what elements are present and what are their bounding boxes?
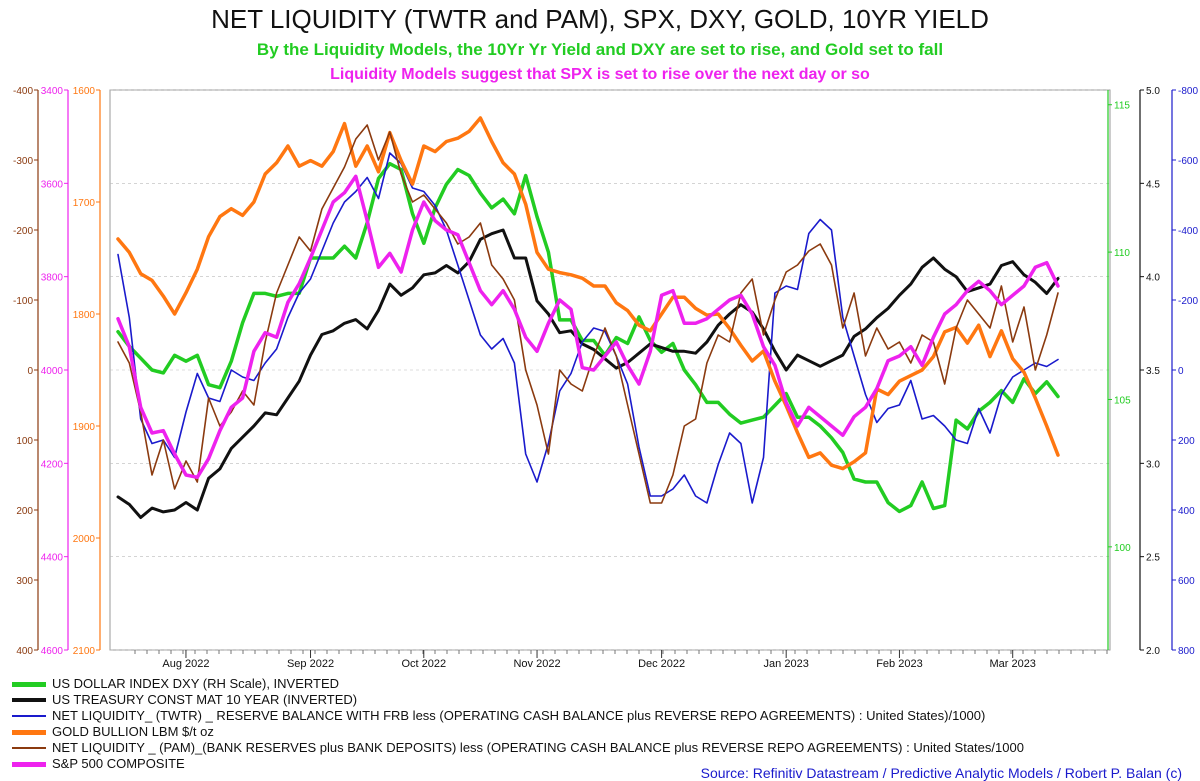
x-tick-label: Aug 2022 — [162, 658, 209, 670]
axis-tick-label: 1600 — [73, 86, 96, 97]
gridlines — [110, 89, 1110, 651]
axis-tick-label: 1800 — [73, 310, 96, 321]
axis-yield: 2.0 2.5 3.0 3.5 4.0 4.5 5.0 — [1139, 86, 1160, 657]
legend-label: NET LIQUIDITY _ (PAM)_(BANK RESERVES plu… — [52, 740, 1024, 755]
chart-subtitle-dxy: By the Liquidity Models, the 10Yr Yr Yie… — [256, 40, 944, 59]
source-credit: Source: Refinitiv Datastream / Predictiv… — [700, 765, 1182, 781]
axis-twtr: 800 600 400 200 0 -200 -400 -600 -800 — [1171, 86, 1198, 657]
axis-tick-label: 105 — [1114, 395, 1131, 406]
axis-tick-label: 3600 — [41, 179, 64, 190]
series-line-gold — [116, 116, 1060, 471]
axis-tick-label: 4400 — [41, 553, 64, 564]
legend-label: US TREASURY CONST MAT 10 YEAR (INVERTED) — [52, 692, 358, 707]
axis-tick-label: 4.0 — [1146, 273, 1160, 284]
axis-tick-label: 200 — [1178, 436, 1195, 447]
axis-tick-label: 0 — [27, 366, 33, 377]
axis-gold: 2100 2000 1900 1800 1700 1600 — [73, 86, 101, 657]
x-tick-label: Feb 2023 — [876, 658, 922, 670]
axis-tick-label: 115 — [1114, 101, 1130, 112]
series-lines — [116, 116, 1060, 519]
legend-item: S&P 500 COMPOSITE — [12, 756, 1024, 772]
axis-tick-label: 4.5 — [1146, 179, 1160, 190]
axis-tick-label: 2.0 — [1146, 646, 1160, 657]
series-line-dxy — [116, 161, 1060, 514]
axis-tick-label: -800 — [1178, 86, 1198, 97]
axis-tick-label: 3.0 — [1146, 459, 1160, 470]
axis-tick-label: -100 — [13, 296, 33, 307]
x-tick-label: Sep 2022 — [287, 658, 334, 670]
x-tick-label: Oct 2022 — [401, 658, 446, 670]
axis-tick-label: 300 — [16, 576, 33, 587]
axis-tick-label: 800 — [1178, 646, 1195, 657]
chart-title: NET LIQUIDITY (TWTR and PAM), SPX, DXY, … — [211, 4, 989, 34]
axis-tick-label: 2.5 — [1146, 553, 1160, 564]
axis-tick-label: 200 — [16, 506, 33, 517]
axes: 400 300 200 100 0 -100 -200 -300 -400 4600 4400 420… — [13, 86, 1198, 657]
legend-item: US DOLLAR INDEX DXY (RH Scale), INVERTED — [12, 676, 1024, 692]
legend-swatch — [12, 715, 46, 717]
axis-tick-label: -400 — [1178, 226, 1198, 237]
legend-label: NET LIQUIDITY_ (TWTR) _ RESERVE BALANCE … — [52, 708, 986, 723]
legend-swatch — [12, 729, 46, 735]
legend-item: GOLD BULLION LBM $/t oz — [12, 724, 1024, 740]
legend-item: US TREASURY CONST MAT 10 YEAR (INVERTED) — [12, 692, 1024, 708]
legend-item: NET LIQUIDITY_ (TWTR) _ RESERVE BALANCE … — [12, 708, 1024, 724]
axis-tick-label: 2100 — [73, 646, 96, 657]
series-line-yield — [116, 228, 1060, 519]
legend-swatch — [12, 681, 46, 687]
axis-tick-label: 4600 — [41, 646, 64, 657]
x-axis: Aug 2022 Sep 2022 Oct 2022 Nov 2022 Dec 2022… — [134, 650, 1108, 670]
axis-tick-label: 4200 — [41, 459, 64, 470]
axis-tick-label: 3.5 — [1146, 366, 1160, 377]
axis-tick-label: -600 — [1178, 156, 1198, 167]
legend-swatch — [12, 747, 46, 749]
axis-tick-label: -400 — [13, 86, 33, 97]
series-line-spx — [116, 174, 1060, 480]
x-tick-label: Dec 2022 — [638, 658, 685, 670]
x-tick-label: Nov 2022 — [513, 658, 560, 670]
legend-item: NET LIQUIDITY _ (PAM)_(BANK RESERVES plu… — [12, 740, 1024, 756]
axis-tick-label: 600 — [1178, 576, 1195, 587]
axis-tick-label: 400 — [1178, 506, 1195, 517]
axis-spx: 4600 4400 4200 4000 3800 3600 3400 — [41, 86, 69, 657]
x-tick-label: Jan 2023 — [764, 658, 809, 670]
axis-tick-label: 100 — [1114, 543, 1131, 554]
legend-swatch — [12, 698, 46, 702]
axis-tick-label: 0 — [1178, 366, 1184, 377]
series-line-twtr — [117, 152, 1059, 504]
axis-tick-label: 4000 — [41, 366, 64, 377]
legend-label: S&P 500 COMPOSITE — [52, 756, 185, 771]
series-line-pam — [117, 124, 1059, 504]
axis-tick-label: 110 — [1114, 248, 1130, 259]
chart-subtitle-spx: Liquidity Models suggest that SPX is set… — [330, 66, 870, 83]
axis-dxy: 100 105 110 115 — [1107, 90, 1131, 650]
axis-tick-label: 3800 — [41, 273, 64, 284]
axis-tick-label: 400 — [16, 646, 33, 657]
axis-pam: 400 300 200 100 0 -100 -200 -300 -400 — [13, 86, 39, 657]
legend-swatch — [12, 761, 46, 767]
axis-tick-label: 3400 — [41, 86, 64, 97]
axis-tick-label: 2000 — [73, 534, 96, 545]
x-tick-label: Mar 2023 — [989, 658, 1035, 670]
axis-tick-label: -300 — [13, 156, 33, 167]
axis-tick-label: 1900 — [73, 422, 96, 433]
axis-tick-label: 100 — [16, 436, 33, 447]
axis-tick-label: 1700 — [73, 198, 96, 209]
axis-tick-label: -200 — [13, 226, 33, 237]
axis-tick-label: -200 — [1178, 296, 1198, 307]
legend-label: GOLD BULLION LBM $/t oz — [52, 724, 214, 739]
legend-label: US DOLLAR INDEX DXY (RH Scale), INVERTED — [52, 676, 340, 691]
legend: US DOLLAR INDEX DXY (RH Scale), INVERTED… — [12, 676, 1024, 772]
axis-tick-label: 5.0 — [1146, 86, 1160, 97]
